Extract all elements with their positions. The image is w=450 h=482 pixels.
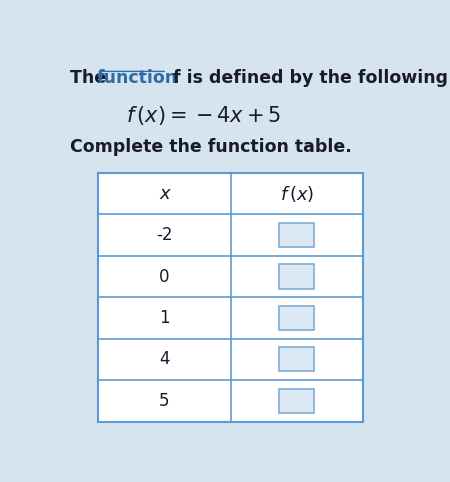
Text: The: The (70, 69, 112, 87)
Text: $f\,(x)$: $f\,(x)$ (280, 184, 314, 203)
Text: 1: 1 (159, 309, 170, 327)
Text: 4: 4 (159, 350, 170, 368)
Text: Complete the function table.: Complete the function table. (70, 138, 352, 156)
FancyBboxPatch shape (98, 173, 363, 422)
Text: function: function (96, 69, 177, 87)
FancyBboxPatch shape (279, 223, 314, 247)
FancyBboxPatch shape (279, 389, 314, 413)
FancyBboxPatch shape (279, 348, 314, 372)
Text: 5: 5 (159, 392, 170, 410)
Text: -2: -2 (156, 226, 173, 244)
Text: 0: 0 (159, 268, 170, 285)
FancyBboxPatch shape (279, 306, 314, 330)
Text: x: x (159, 185, 170, 202)
Text: f is defined by the following rule.: f is defined by the following rule. (167, 69, 450, 87)
FancyBboxPatch shape (279, 265, 314, 289)
Text: $f\,(x) = -4x + 5$: $f\,(x) = -4x + 5$ (126, 104, 281, 127)
